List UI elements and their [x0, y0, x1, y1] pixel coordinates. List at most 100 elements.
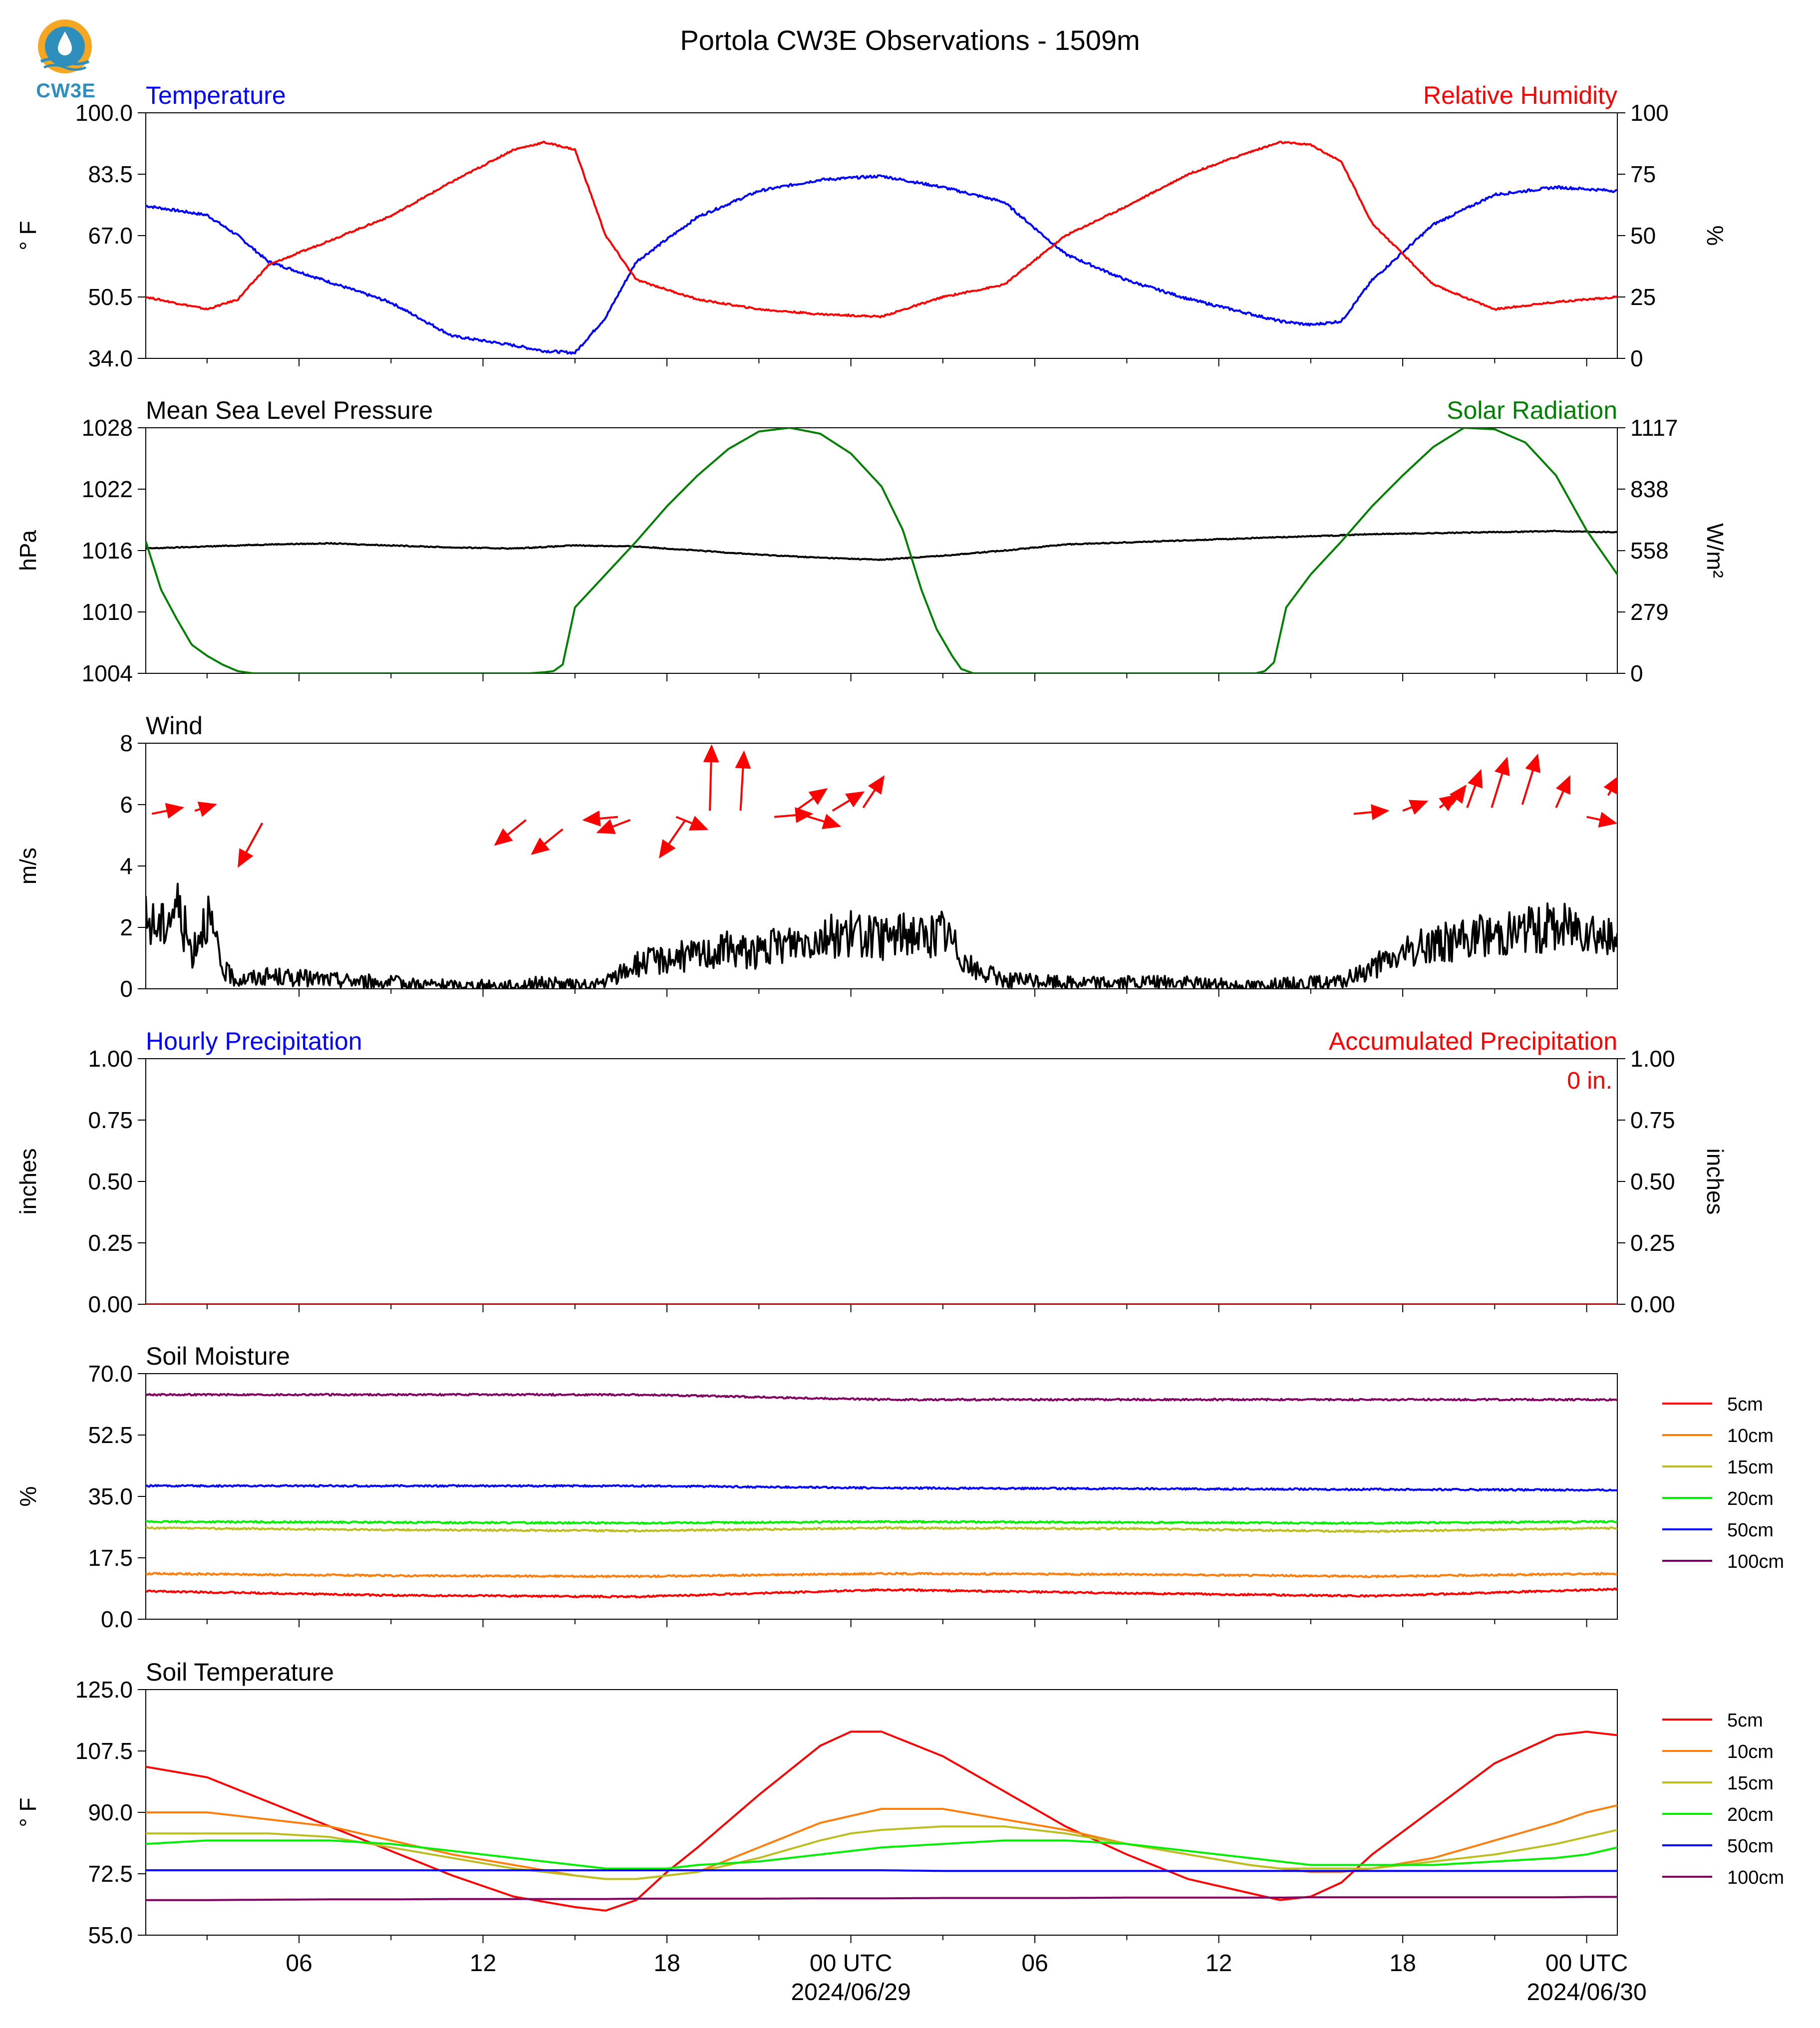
y-tick-label: 100.0: [75, 100, 133, 126]
wind-arrow: [735, 750, 751, 811]
y-tick-label-right: 25: [1630, 284, 1656, 310]
legend-entry: 5cm: [1727, 1394, 1763, 1415]
y-axis-label-left: inches: [15, 1149, 41, 1215]
panel-title-left: Soil Moisture: [146, 1342, 290, 1370]
y-tick-label-right: 50: [1630, 223, 1656, 249]
series-line-15cm: [146, 1825, 1617, 1880]
wind-arrow: [675, 816, 709, 831]
figure-title: Portola CW3E Observations - 1509m: [680, 24, 1140, 56]
y-axis-label-right: inches: [1702, 1149, 1728, 1215]
wind-arrow: [1466, 769, 1483, 808]
plot-frame: [145, 1373, 1618, 1620]
y-tick-label: 72.5: [88, 1861, 133, 1887]
y-tick-label-right: 0: [1630, 660, 1643, 686]
wind-arrow: [795, 788, 828, 812]
wind-arrow: [194, 801, 217, 817]
y-tick-label: 0.00: [88, 1291, 133, 1317]
panel-precip: Hourly Precipitation Accumulated Precipit…: [15, 1027, 1728, 1317]
legend-entry: 10cm: [1727, 1426, 1774, 1447]
legend-entry: 100cm: [1727, 1867, 1784, 1888]
y-tick-label: 8: [120, 730, 133, 756]
series-line-wind-speed: [146, 882, 1617, 989]
wind-arrow: [531, 828, 564, 855]
plot-frame: [145, 1058, 1618, 1305]
y-tick-label-right: 0.75: [1630, 1107, 1675, 1133]
y-tick-label: 1010: [82, 599, 133, 625]
wind-arrow: [658, 819, 686, 859]
cw3e-logo: [30, 17, 100, 102]
y-tick-label: 1028: [82, 415, 133, 441]
y-tick-label: 90.0: [88, 1799, 133, 1825]
panel-wind: Wind 0 2 4 6 8 m/s: [15, 712, 1618, 1002]
y-tick-label-right: 0.50: [1630, 1168, 1675, 1194]
series-group: [146, 1393, 1617, 1599]
series-line-20cm: [146, 1519, 1617, 1525]
time-tick-label: 18: [653, 1950, 680, 1977]
y-tick-label: 67.0: [88, 223, 133, 249]
y-axis-label-left: ° F: [15, 1797, 41, 1827]
panel-title-left: Wind: [146, 712, 203, 740]
series-group: [146, 140, 1617, 355]
time-tick-label: 18: [1389, 1950, 1416, 1977]
y-tick-label: 0.0: [101, 1606, 133, 1632]
series-line-5cm: [146, 1587, 1617, 1599]
y-tick-label: 0.25: [88, 1230, 133, 1256]
y-axis-label-left: hPa: [15, 530, 41, 571]
plot-frame: [145, 112, 1618, 359]
wind-arrow: [1353, 804, 1390, 821]
series-line-50cm: [146, 1484, 1617, 1492]
y-tick-label-right: 0: [1630, 345, 1643, 371]
series-line-5cm: [146, 1731, 1617, 1912]
panel-press_solar: Mean Sea Level Pressure Solar Radiation 10…: [15, 396, 1728, 686]
y-tick-label: 125.0: [75, 1677, 133, 1703]
wind-arrow: [582, 810, 618, 827]
panel-title-left: Hourly Precipitation: [146, 1027, 362, 1055]
y-tick-label-right: 0.25: [1630, 1230, 1675, 1256]
time-tick-label: 06: [286, 1950, 312, 1977]
y-tick-label: 70.0: [88, 1361, 133, 1387]
wind-arrow: [1449, 784, 1467, 806]
series-line-temperature: [146, 174, 1617, 355]
panel-title-right: Solar Radiation: [1447, 396, 1617, 424]
y-axis-label-left: ° F: [15, 221, 41, 250]
y-tick-label: 52.5: [88, 1422, 133, 1448]
y-tick-label-right: 75: [1630, 161, 1656, 187]
wind-arrow: [151, 803, 185, 819]
series-line-100cm: [146, 1896, 1617, 1901]
y-tick-label: 17.5: [88, 1545, 133, 1571]
logo-text: CW3E: [36, 80, 96, 102]
legend-entry: 50cm: [1727, 1836, 1774, 1857]
wind-arrow: [1603, 775, 1617, 796]
y-tick-label: 0: [120, 976, 133, 1002]
series-line-20cm: [146, 1839, 1617, 1870]
time-tick-label: 12: [470, 1950, 496, 1977]
panel-title-right: Relative Humidity: [1423, 81, 1617, 109]
y-tick-label-right: 1.00: [1630, 1046, 1675, 1072]
legend-entry: 20cm: [1727, 1804, 1774, 1825]
series-line-100cm: [146, 1393, 1617, 1402]
y-tick-label-right: 1117: [1630, 415, 1678, 441]
legend-entry: 10cm: [1727, 1741, 1774, 1762]
series-line-10cm: [146, 1572, 1617, 1578]
panel-soil_moisture: Soil Moisture 0.0 17.5 35.0 52.5 70.0% 5cm 10cm…: [15, 1342, 1784, 1632]
wind-arrow: [862, 775, 885, 809]
y-tick-label: 1.00: [88, 1046, 133, 1072]
series-line-mean-sea-level-pressure: [146, 530, 1617, 561]
y-tick-label: 6: [120, 792, 133, 818]
wind-arrow: [1402, 800, 1429, 815]
y-tick-label: 35.0: [88, 1483, 133, 1509]
y-tick-label: 4: [120, 853, 133, 879]
y-tick-label-right: 0.00: [1630, 1291, 1675, 1317]
panel-title-left: Mean Sea Level Pressure: [146, 396, 433, 424]
panel-temp_rh: Temperature Relative Humidity 34.0 50.5 67.0…: [15, 81, 1728, 371]
wind-arrow: [832, 791, 865, 812]
y-tick-label-right: 100: [1630, 100, 1669, 126]
plot-frame: [145, 427, 1618, 674]
y-tick-label: 83.5: [88, 161, 133, 187]
y-tick-label: 55.0: [88, 1922, 133, 1948]
y-tick-label: 0.75: [88, 1107, 133, 1133]
date-label: 2024/06/30: [1526, 1979, 1646, 2006]
wind-arrow: [1521, 753, 1540, 805]
series-group: [146, 744, 1617, 989]
y-tick-label: 107.5: [75, 1738, 133, 1764]
